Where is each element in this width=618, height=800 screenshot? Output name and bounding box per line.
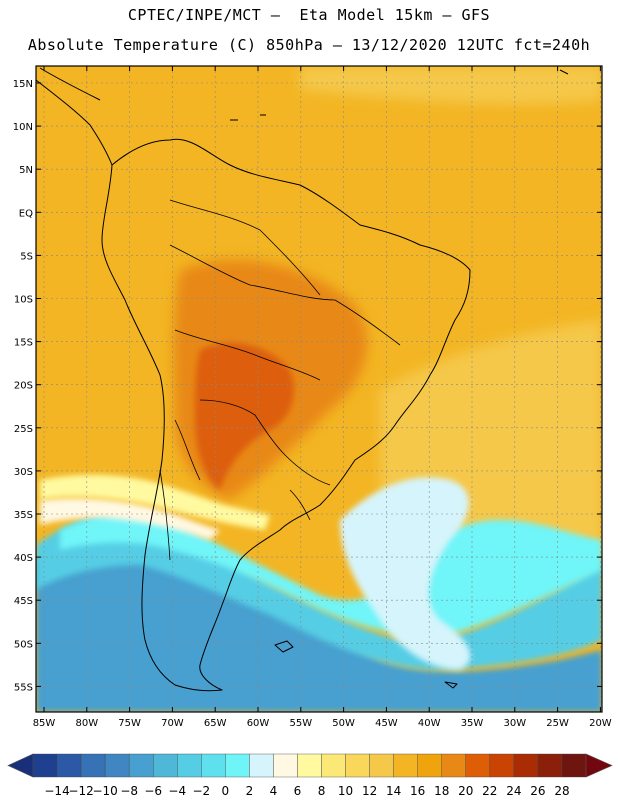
colorbar-swatch [537,753,563,778]
colorbar-label: 18 [434,784,449,798]
colorbar-label: −14 [44,784,69,798]
temperature-field [36,66,602,712]
colorbar-swatch [128,753,154,778]
lat-tick-label: 15N [13,79,33,90]
colorbar-swatch [369,753,394,778]
lat-tick-label: 45S [14,596,33,607]
longitude-axis: 85W 80W 75W 70W 65W 60W 55W 50W 45W 40W 35W 30W 25W 2… [33,66,612,729]
lat-tick-label: 10S [14,295,33,306]
lat-tick-label: 5S [20,251,33,262]
colorbar-swatch [489,753,515,778]
colorbar-swatch [513,753,539,778]
colorbar-swatch [321,753,346,778]
colorbar-swatch [56,753,82,778]
land-hot-core [195,342,294,490]
lon-tick-label: 50W [332,718,355,729]
colorbar-swatch [417,753,442,778]
colorbar-swatch [80,753,106,778]
colorbar-label: 8 [318,784,326,798]
lon-tick-label: 80W [75,718,98,729]
colorbar-label: −8 [120,784,138,798]
colorbar-swatch [177,753,202,778]
lat-tick-label: 5N [19,165,33,176]
lat-tick-label: 35S [14,510,33,521]
colorbar-swatch [201,753,226,778]
colorbar-label: 28 [554,784,569,798]
colorbar-swatch [225,753,250,778]
map-title: CPTEC/INPE/MCT – Eta Model 15km – GFS [127,6,491,24]
colorbar-label: −2 [192,784,210,798]
cold-region-light [60,515,602,636]
colorbar-swatch [561,753,587,778]
falkland-islands [274,640,294,653]
colorbar: −14−12−10 −8 −6 −4 −2 0 2 4 6 8 10 12 14 16 18 20 22 24 26… [7,753,613,798]
lat-tick-label: 50S [14,639,33,650]
lon-tick-label: 60W [247,718,270,729]
colorbar-swatch [393,753,418,778]
lon-tick-label: 55W [289,718,312,729]
colorbar-label: 24 [506,784,521,798]
map-subtitle: Absolute Temperature (C) 850hPa – 13/12/… [27,36,591,54]
caribbean-islands [230,69,569,121]
cold-region-deep [36,533,602,712]
plot-frame [35,65,603,713]
lat-tick-label: 25S [14,424,33,435]
lon-tick-label: 25W [546,718,569,729]
colorbar-label: −12 [68,784,93,798]
colorbar-label: −6 [144,784,162,798]
colorbar-swatch [32,753,58,778]
colorbar-swatch [297,753,322,778]
lat-tick-label: 55S [14,682,33,693]
colorbar-label: 4 [270,784,278,798]
colorbar-swatch [345,753,370,778]
lon-tick-label: 20W [589,718,612,729]
colorbar-label: 10 [338,784,353,798]
lat-tick-label: 30S [14,467,33,478]
colorbar-label: 12 [362,784,377,798]
lon-tick-label: 35W [461,718,484,729]
south-georgia [444,681,458,689]
lon-tick-label: 30W [503,718,526,729]
coastlines [36,67,569,692]
colorbar-label: 26 [530,784,545,798]
lat-tick-label: 20S [14,381,33,392]
colorbar-label: −10 [92,784,117,798]
lon-tick-label: 45W [375,718,398,729]
pale-band [340,477,471,670]
country-borders [159,199,401,561]
colorbar-swatch [104,753,130,778]
lon-tick-label: 65W [204,718,227,729]
south-america-coastline [101,138,471,692]
cold-region-mid [36,514,602,670]
lon-tick-label: 70W [161,718,184,729]
colorbar-label: 0 [222,784,230,798]
lat-tick-label: 40S [14,553,33,564]
colorbar-over-arrow [585,753,613,778]
colorbar-label: 14 [386,784,401,798]
latitude-axis: 15N 10N 5N EQ 5S 10S 15S 20S 25S 30S 35S 40S 45S 50S 5… [13,79,602,693]
grid-lines [36,66,602,712]
colorbar-swatch [153,753,178,778]
lat-tick-label: 15S [14,338,33,349]
colorbar-swatch [441,753,466,778]
lon-tick-label: 40W [418,718,441,729]
colorbar-label: 2 [246,784,254,798]
colorbar-label: −4 [168,784,186,798]
central-america-coastline [36,67,113,166]
lat-tick-label: EQ [19,208,33,219]
colorbar-label: 16 [410,784,425,798]
colorbar-swatch [273,753,298,778]
colorbar-label: 22 [482,784,497,798]
northern-ocean-band [300,66,602,105]
colorbar-swatch [465,753,491,778]
colorbar-under-arrow [7,753,34,778]
lon-tick-label: 75W [118,718,141,729]
cream-band [40,498,220,540]
colorbar-label: 6 [294,784,302,798]
colorbar-label: 20 [458,784,473,798]
lon-tick-label: 85W [33,718,56,729]
colorbar-swatch [249,753,274,778]
lat-tick-label: 10N [13,122,33,133]
